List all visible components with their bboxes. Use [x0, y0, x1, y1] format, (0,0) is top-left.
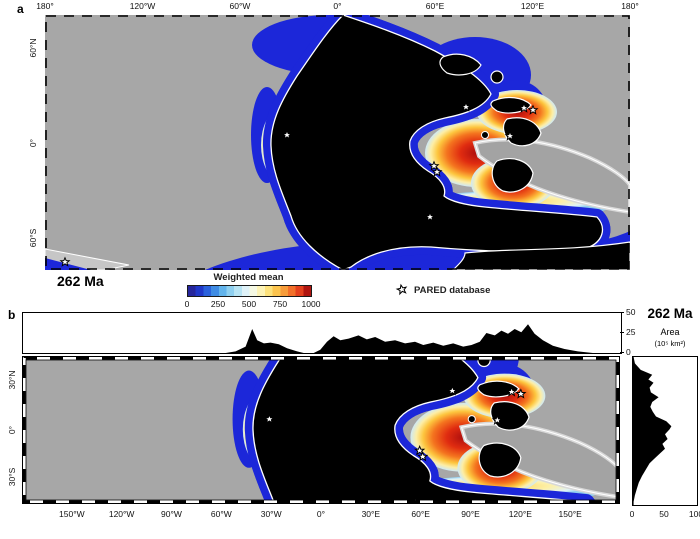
lat-tick-label: 30°S [7, 468, 17, 487]
panel-b-label: b [8, 308, 16, 322]
lon-tick-label: 90°W [161, 509, 182, 519]
panel-b-longitude-axis: 150°W 120°W 90°W 60°W 30°W 0° 30°E 60°E 90°E 120°… [22, 509, 620, 521]
lat-tick-label: 60°S [28, 228, 38, 248]
lat-tick-label: 60°N [28, 38, 38, 58]
lon-tick-label: 180° [621, 1, 639, 11]
right-histogram-axis: 0 50 100 [629, 509, 700, 521]
lon-tick-label: 30°W [260, 509, 282, 519]
lon-tick-label: 120°E [520, 1, 545, 11]
paleomap-a [45, 15, 630, 270]
lon-tick-label: 150°E [558, 509, 582, 519]
colorbar-title: Weighted mean [213, 272, 284, 283]
lon-tick-label: 90°E [461, 509, 480, 519]
latitudinal-area-histogram [632, 356, 698, 506]
lon-tick-label: 0° [333, 1, 342, 11]
area-tick-label: 0 [629, 509, 635, 519]
panel-b-latitude-axis: 30°N 0° 30°S [7, 356, 22, 504]
lon-tick-label: 150°W [59, 509, 85, 519]
colorbar-tick-label: 750 [272, 299, 288, 309]
lon-tick-label: 120°W [108, 509, 135, 519]
lon-tick-label: 60°E [411, 509, 430, 519]
tick-mark [620, 332, 624, 333]
tick-mark [620, 352, 624, 353]
panel-a-latitude-axis: 60°N 0° 60°S [28, 15, 43, 270]
lat-tick-label: 0° [28, 138, 38, 147]
lat-tick-label: 0° [7, 425, 17, 435]
lon-tick-label: 120°W [129, 1, 156, 11]
colorbar-tick-label: 250 [210, 299, 226, 309]
lon-tick-label: 0° [316, 509, 326, 519]
tick-mark [620, 312, 624, 313]
lon-tick-label: 120°E [508, 509, 532, 519]
area-tick-label: 100 [688, 509, 700, 519]
lon-tick-label: 180° [36, 1, 54, 11]
colorbar-tick-label: 500 [241, 299, 257, 309]
area-tick-label: 50 [659, 509, 669, 519]
star-icon [395, 283, 408, 295]
paleomap-b [22, 356, 620, 504]
area-axis-unit: (10⁵ km²) [654, 339, 686, 348]
pared-legend-label: PARED database [414, 285, 491, 296]
lat-tick-label: 30°N [7, 370, 17, 390]
panel-a-longitude-axis: 180° 120°W 60°W 0° 60°E 120°E 180° [36, 1, 639, 13]
panel-b-time-label: 262 Ma [647, 306, 693, 321]
lon-tick-label: 60°E [425, 1, 445, 11]
panel-a-label: a [17, 2, 24, 16]
colorbar-tick-label: 1000 [301, 299, 321, 309]
weighted-mean-colorbar [187, 285, 312, 297]
lon-tick-label: 60°W [229, 1, 251, 11]
colorbar-tick-labels: 0 250 500 750 1000 [184, 299, 321, 309]
colorbar-tick-label: 0 [184, 299, 190, 309]
area-axis-ticks: 50 25 0 [620, 307, 642, 357]
lon-tick-label: 60°W [210, 509, 232, 519]
area-tick-label: 0 [626, 347, 631, 357]
pared-legend: PARED database [394, 282, 554, 298]
area-axis-title: Area [660, 327, 680, 337]
lon-tick-label: 30°E [361, 509, 381, 519]
panel-a-time-label: 262 Ma [57, 273, 104, 289]
area-tick-label: 50 [626, 307, 636, 317]
area-tick-label: 25 [626, 327, 636, 337]
longitudinal-area-histogram [22, 312, 622, 354]
